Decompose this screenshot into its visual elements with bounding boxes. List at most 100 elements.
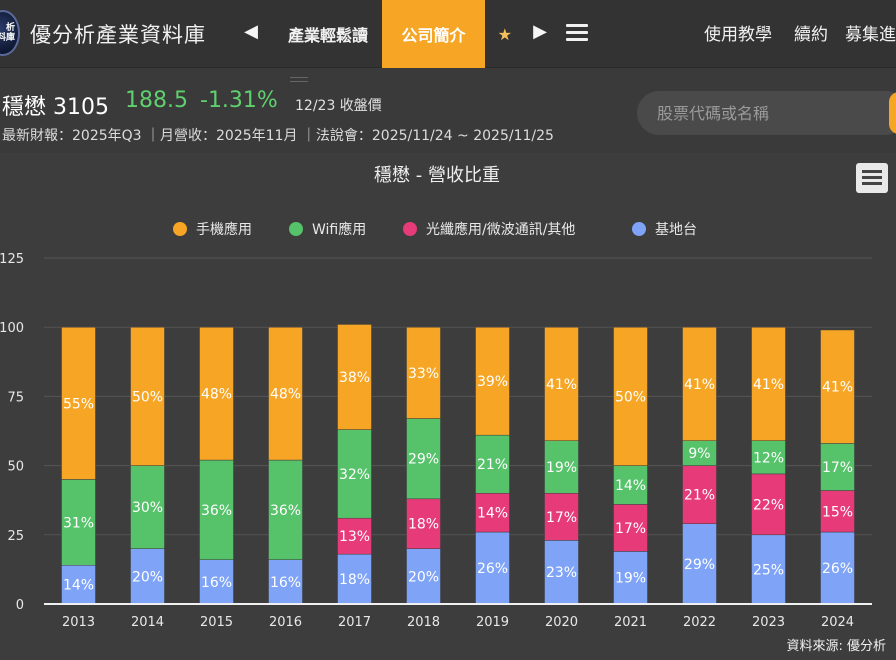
scroll-left-arrow-icon[interactable]: ◀	[244, 21, 258, 42]
tab-label: 公司簡介	[401, 26, 466, 45]
bar-data-label: 26%	[477, 561, 508, 577]
legend-label: 基地台	[655, 222, 697, 238]
bar-segment[interactable]	[406, 418, 441, 500]
bar-data-label: 32%	[339, 467, 370, 483]
x-tick-label: 2019	[476, 615, 509, 630]
legend-marker	[289, 222, 303, 236]
x-tick-label: 2021	[614, 615, 647, 630]
bar-segment[interactable]	[61, 326, 96, 480]
bar-segment[interactable]	[613, 504, 648, 552]
bar-segment[interactable]	[544, 440, 579, 494]
bar-segment[interactable]	[613, 465, 648, 505]
bar-segment[interactable]	[820, 531, 855, 605]
bar-segment[interactable]	[337, 517, 372, 555]
bar-data-label: 17%	[822, 460, 853, 476]
legend-item-mobile[interactable]: 手機應用	[173, 219, 252, 239]
tab-favorites[interactable]: ★	[486, 0, 512, 68]
bar-data-label: 50%	[615, 389, 646, 405]
bar-segment[interactable]	[130, 548, 165, 605]
y-tick-label: 75	[7, 390, 24, 405]
bar-segment[interactable]	[544, 326, 579, 441]
bar-segment[interactable]	[544, 540, 579, 605]
bar-segment[interactable]	[199, 326, 234, 461]
bar-segment[interactable]	[820, 443, 855, 491]
stock-search-input[interactable]	[637, 91, 896, 135]
bar-data-label: 20%	[408, 569, 439, 585]
bar-segment[interactable]	[130, 326, 165, 466]
scroll-right-arrow-icon[interactable]: ▶	[533, 21, 547, 42]
bar-segment[interactable]	[337, 324, 372, 430]
bar-data-label: 12%	[753, 450, 784, 466]
bar-segment[interactable]	[751, 473, 786, 536]
bar-segment[interactable]	[475, 434, 510, 494]
stock-report-info: 最新財報：2025年Q3 ｜月營收：2025年11月 ｜法說會：2025/11/…	[2, 128, 554, 144]
tab-company-profile[interactable]: 公司簡介	[382, 0, 485, 68]
bar-data-label: 14%	[615, 478, 646, 494]
stock-price: 188.5	[125, 88, 188, 113]
search-button[interactable]	[889, 92, 896, 134]
tab-industry-reading[interactable]: 產業輕鬆讀	[276, 0, 380, 68]
y-tick-label: 125	[0, 252, 24, 267]
x-tick-label: 2018	[407, 615, 440, 630]
bar-data-label: 17%	[546, 510, 577, 526]
data-source-note: 資料來源: 優分析	[786, 639, 886, 654]
bar-segment[interactable]	[751, 534, 786, 605]
bar-segment[interactable]	[130, 465, 165, 549]
bar-segment[interactable]	[682, 326, 717, 441]
bar-segment[interactable]	[751, 440, 786, 475]
bar-segment[interactable]	[682, 440, 717, 466]
bar-data-label: 25%	[753, 562, 784, 578]
bar-segment[interactable]	[613, 551, 648, 605]
y-tick-label: 0	[16, 598, 24, 613]
nav-link-fundraising[interactable]: 募集進	[845, 25, 896, 45]
bar-segment[interactable]	[406, 498, 441, 549]
bar-data-label: 41%	[546, 377, 577, 393]
bar-segment[interactable]	[475, 326, 510, 436]
bar-segment[interactable]	[199, 459, 234, 560]
logo-text-1: 析	[5, 23, 15, 33]
bar-data-label: 16%	[201, 575, 232, 591]
bar-segment[interactable]	[406, 548, 441, 605]
stock-name: 穩懋 3105	[2, 95, 109, 120]
bar-data-label: 19%	[546, 460, 577, 476]
legend-item-base-station[interactable]: 基地台	[632, 219, 697, 239]
drag-handle-icon[interactable]	[290, 77, 308, 82]
bar-data-label: 19%	[615, 571, 646, 587]
bar-segment[interactable]	[337, 553, 372, 605]
hamburger-menu-icon[interactable]	[566, 22, 588, 42]
legend-item-fiber-microwave-other[interactable]: 光纖應用/微波通訊/其他	[403, 219, 575, 239]
legend-marker	[632, 222, 646, 236]
bar-data-label: 38%	[339, 370, 370, 386]
bar-segment[interactable]	[61, 564, 96, 605]
bar-data-label: 41%	[753, 377, 784, 393]
star-icon: ★	[497, 24, 512, 44]
bar-segment[interactable]	[613, 326, 648, 466]
site-logo[interactable]: 析 料庫	[0, 10, 20, 56]
nav-link-tutorial[interactable]: 使用教學	[704, 25, 772, 45]
legend-label: Wifi應用	[312, 222, 367, 238]
bar-segment[interactable]	[199, 559, 234, 605]
bar-data-label: 23%	[546, 565, 577, 581]
chart-menu-icon[interactable]	[856, 163, 888, 193]
bar-data-label: 30%	[132, 500, 163, 516]
legend-item-wifi[interactable]: Wifi應用	[289, 219, 366, 239]
bar-segment[interactable]	[751, 326, 786, 441]
nav-link-renew[interactable]: 續約	[794, 25, 828, 45]
x-tick-label: 2023	[752, 615, 785, 630]
bar-segment[interactable]	[820, 329, 855, 444]
bar-data-label: 41%	[684, 377, 715, 393]
x-tick-label: 2014	[131, 615, 164, 630]
x-tick-label: 2015	[200, 615, 233, 630]
bar-data-label: 36%	[201, 503, 232, 519]
bar-segment[interactable]	[820, 490, 855, 533]
x-tick-label: 2016	[269, 615, 302, 630]
bar-segment[interactable]	[268, 559, 303, 605]
bar-segment[interactable]	[337, 429, 372, 519]
bar-segment[interactable]	[682, 523, 717, 605]
site-title[interactable]: 優分析產業資料庫	[30, 23, 206, 47]
bar-segment[interactable]	[268, 459, 303, 560]
bar-data-label: 48%	[201, 387, 232, 403]
bar-segment[interactable]	[61, 479, 96, 566]
bar-segment[interactable]	[406, 326, 441, 419]
bar-segment[interactable]	[268, 326, 303, 461]
